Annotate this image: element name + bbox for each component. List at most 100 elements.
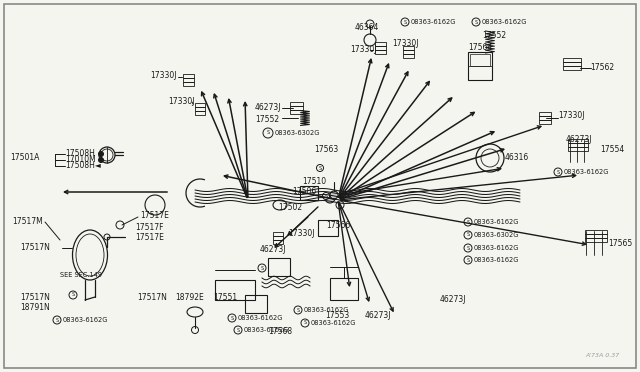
Text: 17330J: 17330J <box>350 45 376 55</box>
Text: SEE SEC.149: SEE SEC.149 <box>60 272 102 278</box>
Text: 17517F: 17517F <box>135 224 163 232</box>
Text: 08363-6162G: 08363-6162G <box>311 320 356 326</box>
Text: 17010M: 17010M <box>65 155 96 164</box>
Bar <box>568 143 588 147</box>
Text: S: S <box>324 193 328 199</box>
Text: S: S <box>467 232 470 237</box>
Circle shape <box>301 319 309 327</box>
Bar <box>195 107 205 110</box>
Circle shape <box>99 157 104 163</box>
Text: 08363-6162G: 08363-6162G <box>304 307 349 313</box>
Text: S: S <box>72 292 75 298</box>
Text: 46273J: 46273J <box>255 103 282 112</box>
Text: S: S <box>260 266 264 270</box>
Text: 17517M: 17517M <box>12 218 43 227</box>
Text: 08363-6162G: 08363-6162G <box>244 327 289 333</box>
Text: 17330J: 17330J <box>150 71 177 80</box>
Text: 17551: 17551 <box>213 294 237 302</box>
Bar <box>563 62 581 65</box>
Bar <box>290 110 303 113</box>
Bar <box>585 238 607 241</box>
Bar <box>330 278 358 300</box>
Bar <box>539 116 551 119</box>
Text: 08363-6162G: 08363-6162G <box>238 315 284 321</box>
Bar <box>195 103 205 106</box>
Circle shape <box>263 128 273 138</box>
Text: 18791N: 18791N <box>20 304 50 312</box>
Text: 08363-6162G: 08363-6162G <box>564 169 609 175</box>
Text: 17330J: 17330J <box>392 39 419 48</box>
Bar <box>403 46 414 49</box>
Text: 46273J: 46273J <box>566 135 593 144</box>
Text: 08363-6162G: 08363-6162G <box>474 219 520 225</box>
Bar <box>290 102 303 106</box>
Text: 17506: 17506 <box>292 187 316 196</box>
Bar <box>183 82 194 86</box>
Text: S: S <box>266 131 269 135</box>
Circle shape <box>99 151 104 157</box>
Text: S: S <box>56 317 59 323</box>
Text: 17330J: 17330J <box>288 230 314 238</box>
Bar <box>195 111 205 115</box>
Text: 17510: 17510 <box>302 177 326 186</box>
Bar <box>290 106 303 109</box>
Text: 17330J: 17330J <box>558 112 584 121</box>
Circle shape <box>464 256 472 264</box>
Text: 46316: 46316 <box>505 153 529 161</box>
Bar <box>300 186 318 200</box>
Bar <box>468 52 492 80</box>
Text: S: S <box>467 257 470 263</box>
Circle shape <box>464 244 472 252</box>
Text: 17564: 17564 <box>468 44 492 52</box>
Bar <box>375 46 386 49</box>
Bar <box>585 230 607 234</box>
Text: 17553: 17553 <box>325 311 349 320</box>
Bar <box>375 42 386 45</box>
Circle shape <box>330 191 338 199</box>
Text: S: S <box>236 327 239 333</box>
Text: 17554: 17554 <box>600 145 624 154</box>
Circle shape <box>325 193 335 203</box>
Text: 08363-6162G: 08363-6162G <box>411 19 456 25</box>
Text: S: S <box>556 170 559 174</box>
Text: 17517E: 17517E <box>140 212 169 221</box>
Circle shape <box>323 192 330 199</box>
Text: 17563: 17563 <box>314 145 339 154</box>
Text: S: S <box>303 321 307 326</box>
Text: 17501A: 17501A <box>10 153 40 161</box>
Text: 17552: 17552 <box>255 115 279 125</box>
Circle shape <box>69 291 77 299</box>
Bar <box>318 220 338 236</box>
Text: 17562: 17562 <box>590 64 614 73</box>
Text: 17552: 17552 <box>482 31 506 39</box>
Bar <box>403 50 414 54</box>
Text: 17517N: 17517N <box>137 294 167 302</box>
Bar <box>268 258 290 276</box>
Text: 46273J: 46273J <box>260 244 287 253</box>
Text: S: S <box>467 219 470 224</box>
Bar <box>470 54 490 66</box>
Bar <box>375 50 386 54</box>
Text: S: S <box>474 19 477 25</box>
Text: 46364: 46364 <box>355 23 380 32</box>
Text: A'73A 0.37: A'73A 0.37 <box>586 353 620 358</box>
Text: 17508H◄: 17508H◄ <box>65 161 100 170</box>
Text: 17568: 17568 <box>268 327 292 337</box>
Text: 08363-6162G: 08363-6162G <box>482 19 527 25</box>
Text: S: S <box>467 246 470 250</box>
Bar <box>539 120 551 124</box>
Bar <box>539 112 551 115</box>
Text: 08363-6302G: 08363-6302G <box>275 130 321 136</box>
Circle shape <box>554 168 562 176</box>
Circle shape <box>294 306 302 314</box>
Text: 08363-6302G: 08363-6302G <box>474 232 520 238</box>
Circle shape <box>234 326 242 334</box>
Bar <box>563 58 581 61</box>
Text: 17565: 17565 <box>608 238 632 247</box>
Bar <box>245 295 267 313</box>
Circle shape <box>228 314 236 322</box>
Circle shape <box>258 264 266 272</box>
Bar <box>215 280 255 300</box>
Text: 46273J: 46273J <box>440 295 467 305</box>
Circle shape <box>464 218 472 226</box>
